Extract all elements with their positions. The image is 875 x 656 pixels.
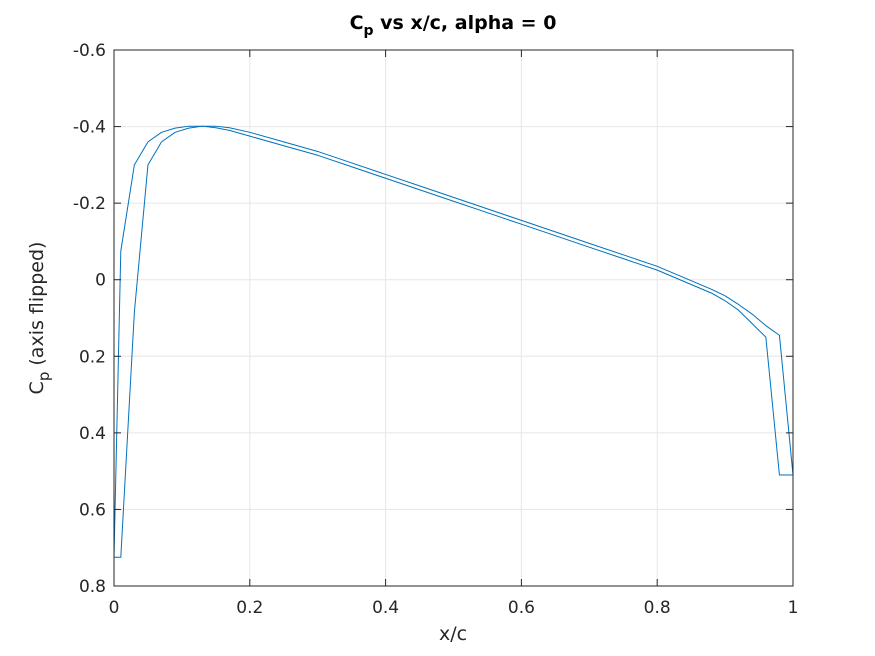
y-axis-ticks: -0.6 -0.4 -0.2 0 0.2 0.4 0.6 0.8 [73,41,793,597]
y-tick-label: 0.6 [79,500,106,520]
chart-title-rest: vs x/c, alpha = 0 [374,12,557,34]
chart-title-main: C [350,12,364,34]
data-series-group [113,125,794,558]
x-tick-label: 0 [109,598,120,618]
y-tick-label: -0.4 [73,118,106,138]
y-tick-label: -0.2 [73,194,106,214]
chart-title: Cp vs x/c, alpha = 0 [350,12,557,39]
y-tick-label: 0.2 [79,347,106,367]
y-tick-label: -0.6 [73,41,106,61]
x-tick-label: 0.6 [508,598,535,618]
y-axis-label-main: C [26,381,48,394]
data-series-line-1 [113,125,793,558]
y-axis-label-subscript: p [35,372,53,382]
plot-area [114,50,793,586]
x-axis-label: x/c [439,623,467,645]
data-series-line-2 [114,125,794,558]
y-axis-label-rest: (axis flipped) [26,242,48,372]
x-axis-ticks: 0 0.2 0.4 0.6 0.8 1 [109,50,799,618]
x-tick-label: 0.8 [644,598,671,618]
x-tick-label: 0.4 [372,598,399,618]
y-tick-label: 0.8 [79,577,106,597]
axes-box [113,49,794,587]
x-tick-label: 1 [788,598,799,618]
x-tick-label: 0.2 [236,598,263,618]
y-axis-label: Cp (axis flipped) [26,242,53,395]
y-tick-label: 0.4 [79,424,106,444]
y-tick-label: 0 [95,271,106,291]
chart-title-subscript: p [364,23,374,39]
